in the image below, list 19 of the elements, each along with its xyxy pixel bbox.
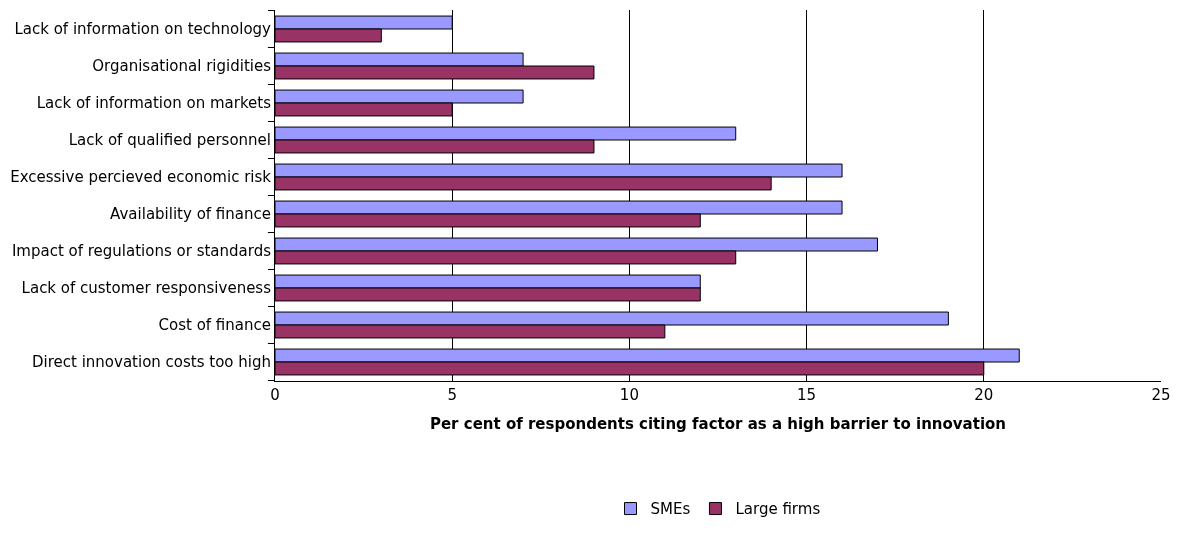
- x-axis-title: Per cent of respondents citing factor as a high barrier to innovation: [429, 415, 1007, 433]
- legend-label: SMEs: [650, 500, 691, 519]
- x-tick-label: 15: [797, 386, 817, 404]
- y-tick-label: Cost of finance: [158, 316, 271, 335]
- y-tick-label: Availability of finance: [110, 205, 271, 224]
- legend-label: Large firms: [735, 500, 821, 519]
- x-tick-label: 20: [974, 386, 994, 404]
- y-tick-label: Lack of customer responsiveness: [21, 279, 272, 298]
- y-tick-label: Direct innovation costs too high: [31, 353, 271, 372]
- y-tick-label: Lack of qualified personnel: [68, 131, 271, 150]
- y-tick-label: Excessive percieved economic risk: [10, 168, 272, 187]
- x-tick-label: 25: [1151, 386, 1171, 404]
- x-tick-label: 10: [619, 386, 639, 404]
- y-tick-label: Impact of regulations or standards: [11, 242, 272, 261]
- x-tick-label: 0: [270, 386, 280, 404]
- y-tick-label: Lack of information on technology: [14, 20, 272, 39]
- x-tick-label: 5: [447, 386, 457, 404]
- y-tick-label: Organisational rigidities: [92, 57, 272, 76]
- y-tick-label: Lack of information on markets: [36, 94, 272, 113]
